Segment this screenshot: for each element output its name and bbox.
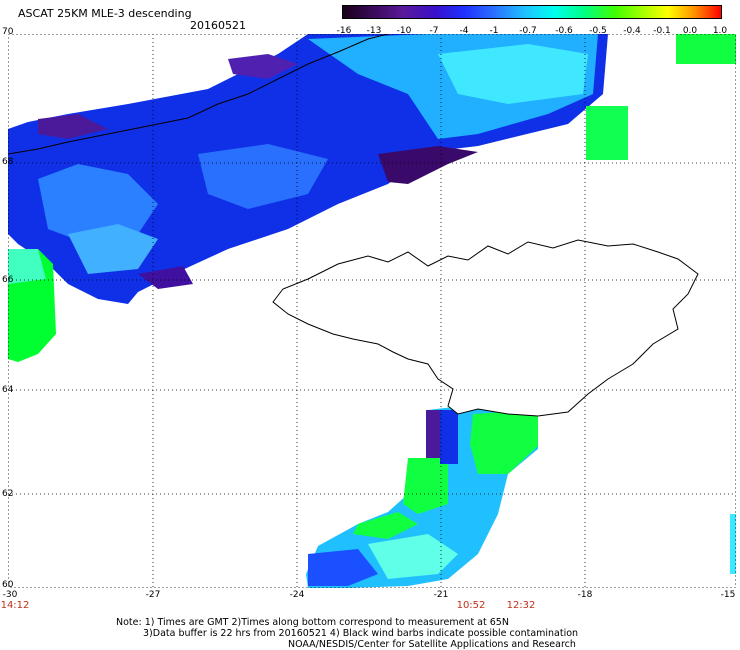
- lon-label: -24: [289, 590, 305, 600]
- iceland-coastline: [272, 239, 699, 417]
- colorbar-label: -10: [396, 26, 412, 36]
- map-title: ASCAT 25KM MLE-3 descending: [18, 7, 192, 20]
- colorbar-label: -4: [459, 26, 469, 36]
- lon-label: -21: [433, 590, 449, 600]
- lat-label: 64: [2, 385, 14, 395]
- lon-label: -15: [720, 590, 736, 600]
- colorbar: [342, 5, 722, 19]
- colorbar-label: -0.4: [623, 26, 641, 36]
- time-label: 14:12: [0, 600, 30, 611]
- colorbar-label: 0.0: [682, 26, 698, 36]
- lat-label: 68: [2, 157, 14, 167]
- map-date: 20160521: [190, 19, 246, 32]
- lon-label: -27: [145, 590, 161, 600]
- map-canvas: [8, 34, 736, 588]
- graticule: [8, 34, 736, 588]
- time-label: 10:52: [456, 600, 486, 611]
- lat-label: 62: [2, 489, 14, 499]
- colorbar-label: -0.1: [653, 26, 671, 36]
- colorbar-label: -0.6: [555, 26, 573, 36]
- credit-line: NOAA/NESDIS/Center for Satellite Applica…: [288, 639, 576, 650]
- lat-label: 66: [2, 275, 14, 285]
- colorbar-label: -16: [336, 26, 352, 36]
- lon-label: -30: [2, 590, 18, 600]
- time-label: 12:32: [506, 600, 536, 611]
- colorbar-label: -1: [489, 26, 499, 36]
- colorbar-label: -0.7: [519, 26, 537, 36]
- greenland-coastline: [8, 34, 389, 155]
- note-line: 3)Data buffer is 22 hrs from 20160521 4)…: [143, 628, 579, 639]
- colorbar-label: 1.0: [712, 26, 728, 36]
- lat-label: 70: [2, 27, 14, 37]
- colorbar-label: -0.5: [589, 26, 607, 36]
- lat-label: 60: [2, 580, 14, 590]
- lon-label: -18: [577, 590, 593, 600]
- green-patches: [8, 34, 736, 574]
- note-line: Note: 1) Times are GMT 2)Times along bot…: [116, 617, 509, 628]
- colorbar-label: -13: [366, 26, 382, 36]
- swath-north: [8, 34, 608, 304]
- swath-south: [306, 404, 538, 588]
- colorbar-label: -7: [429, 26, 439, 36]
